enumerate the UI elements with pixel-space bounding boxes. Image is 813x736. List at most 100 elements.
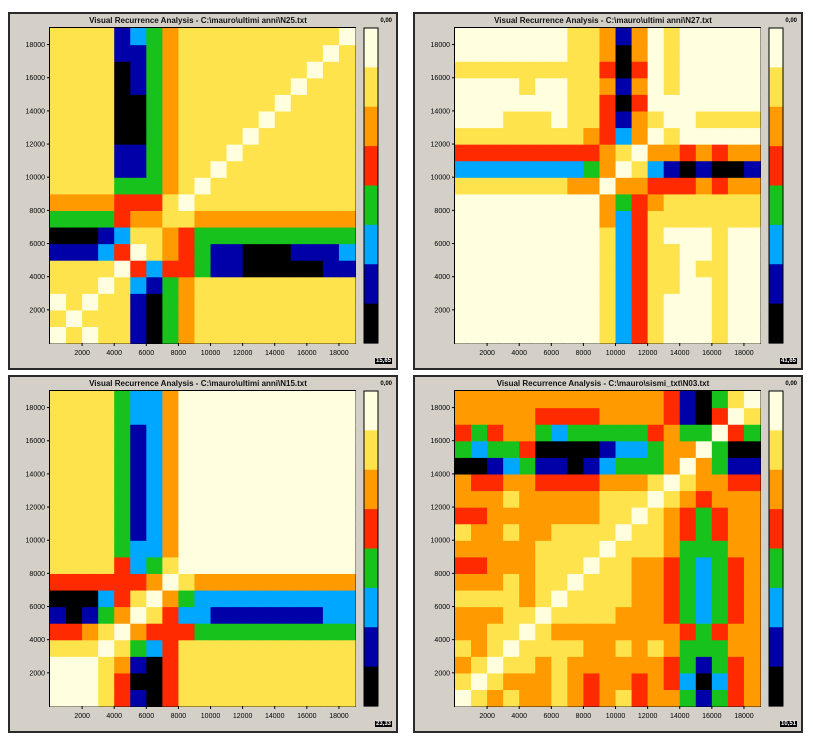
heatmap-cell — [631, 94, 649, 112]
heatmap-cell — [194, 144, 212, 162]
heatmap-cell — [290, 639, 308, 657]
heatmap-cell — [599, 94, 617, 112]
heatmap-cell — [258, 77, 276, 95]
heatmap-cell — [50, 407, 67, 425]
heatmap-cell — [178, 44, 196, 62]
heatmap-cell — [743, 623, 761, 641]
heatmap-cell — [178, 127, 196, 145]
heatmap-cell — [98, 639, 115, 657]
heatmap-cell — [146, 672, 163, 691]
heatmap-cell — [338, 540, 356, 558]
heatmap-cell — [306, 243, 324, 261]
heatmap-cell — [471, 160, 488, 178]
heatmap-cell — [98, 440, 115, 458]
heatmap-cell — [647, 507, 665, 525]
heatmap-cell — [471, 127, 488, 145]
heatmap-cell — [98, 226, 115, 245]
heatmap-cell — [146, 94, 163, 112]
heatmap-cell — [487, 326, 504, 344]
heatmap-cell — [727, 656, 745, 674]
heatmap-cell — [519, 490, 536, 508]
heatmap-cell — [290, 309, 308, 328]
heatmap-cell — [695, 573, 713, 591]
heatmap-cell — [194, 127, 212, 145]
heatmap-cell — [226, 672, 244, 691]
heatmap-cell — [146, 210, 163, 228]
heatmap-cell — [631, 127, 649, 145]
heatmap-cell — [663, 589, 681, 608]
heatmap-cell — [82, 457, 99, 475]
heatmap-cell — [162, 606, 180, 624]
heatmap-cell — [663, 507, 681, 525]
heatmap-cell — [82, 210, 99, 228]
heatmap-cell — [615, 309, 633, 328]
heatmap-cell — [82, 606, 99, 624]
heatmap-cell — [194, 672, 212, 691]
heatmap-cell — [727, 260, 745, 278]
colorbar-segment — [769, 106, 783, 147]
heatmap-cell — [663, 61, 681, 79]
heatmap-cell — [178, 540, 196, 558]
heatmap-cell — [679, 326, 697, 344]
heatmap-cell — [679, 210, 697, 228]
heatmap-cell — [599, 623, 617, 641]
x-tick-label: 10000 — [201, 350, 221, 357]
heatmap-cell — [695, 672, 713, 691]
heatmap-cell — [114, 61, 131, 79]
heatmap-cell — [242, 293, 260, 311]
heatmap-cell — [503, 540, 520, 558]
heatmap-cell — [338, 407, 356, 425]
heatmap-cell — [338, 276, 356, 294]
heatmap-cell — [679, 656, 697, 674]
heatmap-cell — [663, 606, 681, 624]
heatmap-cell — [242, 556, 260, 574]
heatmap-cell — [306, 656, 324, 674]
heatmap-cell — [663, 127, 681, 145]
heatmap-cell — [178, 507, 196, 525]
heatmap-cell — [178, 144, 196, 162]
heatmap-cell — [551, 326, 568, 344]
heatmap-cell — [567, 573, 585, 591]
heatmap-cell — [471, 391, 488, 409]
heatmap-cell — [567, 639, 585, 657]
heatmap-cell — [615, 457, 633, 475]
heatmap-cell — [711, 672, 729, 691]
heatmap-cell — [306, 144, 324, 162]
heatmap-cell — [727, 44, 745, 62]
heatmap-cell — [679, 606, 697, 624]
heatmap-cell — [226, 424, 244, 442]
heatmap-cell — [114, 573, 131, 591]
heatmap-cell — [226, 689, 244, 707]
heatmap-cell — [663, 293, 681, 311]
heatmap-cell — [338, 523, 356, 541]
y-tick-label: 18000 — [431, 405, 451, 412]
heatmap-cell — [338, 77, 356, 95]
colorbar-segment — [364, 28, 378, 68]
heatmap-cell — [487, 490, 504, 508]
heatmap-cell — [242, 193, 260, 211]
y-tick-label: 8000 — [29, 571, 45, 578]
heatmap-cell — [535, 210, 552, 228]
heatmap-cell — [98, 540, 115, 558]
heatmap-cell — [210, 94, 228, 112]
heatmap-cell — [679, 61, 697, 79]
heatmap-cell — [66, 144, 83, 162]
heatmap-cell — [663, 177, 681, 195]
heatmap-cell — [146, 243, 163, 261]
heatmap-cell — [647, 193, 665, 211]
heatmap-cell — [274, 689, 292, 707]
heatmap-cell — [338, 94, 356, 112]
heatmap-cell — [98, 672, 115, 691]
heatmap-cell — [727, 639, 745, 657]
heatmap-cell — [66, 193, 83, 211]
heatmap-cell — [647, 160, 665, 178]
heatmap-cell — [226, 193, 244, 211]
heatmap-cell — [615, 293, 633, 311]
heatmap-cell — [535, 589, 552, 608]
heatmap-cell — [130, 490, 147, 508]
heatmap-cell — [322, 672, 340, 691]
heatmap-cell — [242, 672, 260, 691]
y-tick-label: 4000 — [434, 274, 450, 281]
heatmap-cell — [695, 540, 713, 558]
heatmap-cell — [455, 656, 472, 674]
